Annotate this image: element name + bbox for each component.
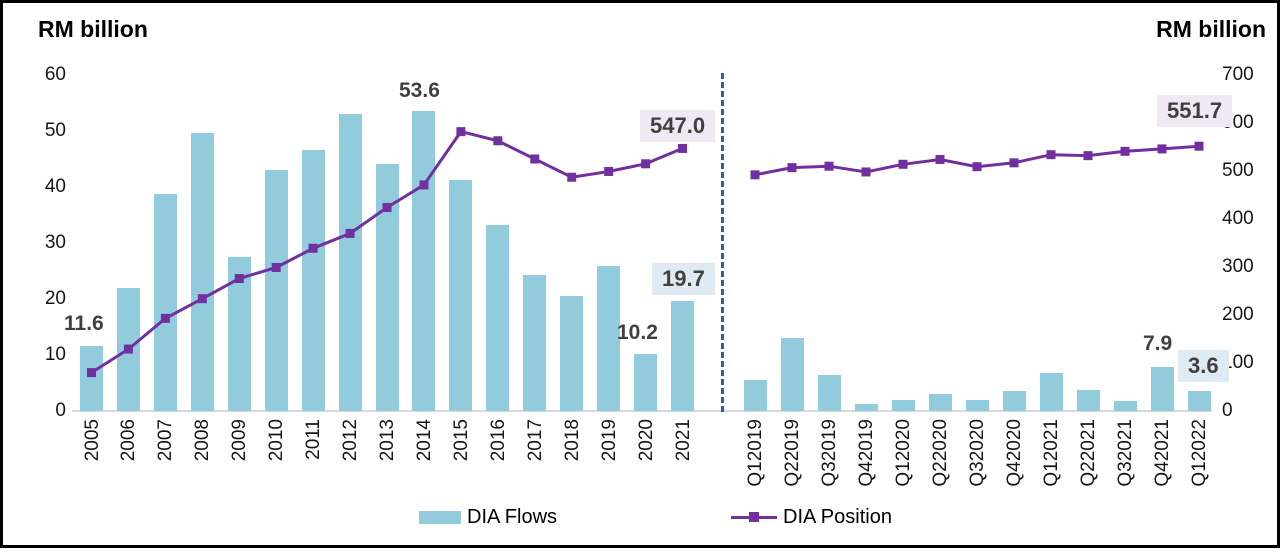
x-axis-label-2006: 2006 — [118, 419, 140, 462]
x-axis-label-2010: 2010 — [266, 419, 288, 462]
bar-2021 — [671, 300, 695, 411]
x-axis-label-2012: 2012 — [340, 419, 362, 462]
x-axis-label-2007: 2007 — [155, 419, 177, 462]
left-axis-tick-20: 20 — [44, 288, 66, 309]
x-axis-label-Q42021: Q42021 — [1152, 419, 1173, 487]
x-axis-label-2009: 2009 — [229, 419, 251, 462]
bar-Q42021 — [1150, 366, 1174, 411]
annotation-position-Q12022: 551.7 — [1157, 95, 1233, 127]
bar-2015 — [449, 180, 473, 411]
bar-2007 — [153, 193, 177, 411]
bar-Q12022 — [1187, 390, 1211, 411]
x-axis-label-Q12020: Q12020 — [893, 419, 914, 487]
x-axis-label-2005: 2005 — [81, 419, 103, 462]
annotation-flows-2014: 53.6 — [399, 79, 440, 102]
x-axis-label-Q22020: Q22020 — [930, 419, 951, 487]
right-axis-tick-300: 300 — [1222, 256, 1254, 277]
bar-2012 — [338, 114, 362, 411]
bar-2006 — [116, 287, 140, 411]
bar-Q12020 — [891, 399, 915, 411]
bar-Q32019 — [817, 375, 841, 411]
right-axis-tick-100: 100 — [1222, 352, 1254, 373]
legend-item-dia-flows: DIA Flows — [419, 506, 557, 529]
right-axis-title: RM billion — [1156, 16, 1266, 42]
bar-Q22019 — [780, 338, 804, 411]
x-axis-label-Q42019: Q42019 — [856, 419, 877, 487]
right-axis-tick-400: 400 — [1222, 208, 1254, 229]
left-axis-title: RM billion — [38, 16, 148, 42]
bar-2010 — [264, 169, 288, 411]
right-axis-tick-0: 0 — [1222, 400, 1233, 421]
bar-Q22020 — [928, 394, 952, 411]
bar-2011 — [301, 150, 325, 411]
right-axis-tick-700: 700 — [1222, 64, 1254, 85]
left-axis-tick-60: 60 — [44, 64, 66, 85]
bar-2016 — [486, 224, 510, 411]
annotation-flows-Q42021: 7.9 — [1143, 332, 1173, 355]
bar-Q12019 — [743, 380, 767, 411]
annotation-flows-2021: 19.7 — [652, 263, 715, 295]
panel-divider-dashed-line — [721, 73, 724, 412]
x-axis-label-Q42020: Q42020 — [1004, 419, 1025, 487]
x-axis-label-2014: 2014 — [413, 419, 435, 462]
bar-Q12021 — [1039, 372, 1063, 411]
bar-2005 — [80, 346, 103, 411]
annotation-flows-2020: 10.2 — [617, 321, 658, 344]
x-axis-label-2017: 2017 — [524, 419, 546, 462]
x-axis-label-2019: 2019 — [598, 419, 620, 462]
bar-2018 — [560, 296, 584, 411]
x-axis-label-Q12022: Q12022 — [1189, 419, 1210, 487]
bar-Q42020 — [1002, 390, 1026, 411]
x-axis-label-2020: 2020 — [635, 419, 657, 462]
legend-label-dia-flows: DIA Flows — [467, 506, 558, 528]
x-axis-label-Q12019: Q12019 — [745, 419, 766, 487]
x-axis-label-2011: 2011 — [303, 419, 325, 460]
bar-2009 — [227, 257, 251, 411]
x-axis-label-2016: 2016 — [487, 419, 509, 462]
dia-position-swatch-icon — [731, 512, 777, 522]
bar-2017 — [523, 275, 547, 411]
annotation-flows-Q12022: 3.6 — [1178, 350, 1229, 382]
x-axis-label-Q32020: Q32020 — [967, 419, 988, 487]
x-axis-label-Q32021: Q32021 — [1115, 419, 1136, 487]
x-axis-label-2018: 2018 — [561, 419, 583, 462]
bar-2013 — [375, 164, 399, 411]
left-axis-tick-30: 30 — [44, 232, 66, 253]
x-axis-label-2013: 2013 — [377, 419, 399, 462]
bar-2014 — [412, 110, 436, 411]
dia-flows-swatch-icon — [419, 511, 461, 524]
bar-Q32021 — [1113, 401, 1137, 411]
left-axis-tick-40: 40 — [44, 176, 66, 197]
bar-Q42019 — [854, 404, 878, 411]
bar-Q22021 — [1076, 390, 1100, 411]
x-axis-label-2008: 2008 — [192, 419, 214, 462]
legend-item-dia-position: DIA Position — [731, 506, 892, 529]
x-axis-label-Q22019: Q22019 — [782, 419, 803, 487]
right-axis-tick-200: 200 — [1222, 304, 1254, 325]
right-axis-tick-500: 500 — [1222, 160, 1254, 181]
x-axis-label-Q22021: Q22021 — [1078, 419, 1099, 487]
bar-2020 — [634, 353, 658, 411]
left-axis-tick-0: 0 — [55, 400, 66, 421]
annotation-position-2021: 547.0 — [640, 110, 716, 142]
left-axis-tick-50: 50 — [44, 120, 66, 141]
left-axis-tick-10: 10 — [44, 344, 66, 365]
bar-2008 — [190, 132, 214, 411]
x-axis-label-Q32019: Q32019 — [819, 419, 840, 487]
legend-label-dia-position: DIA Position — [783, 506, 892, 528]
bar-Q32020 — [965, 399, 989, 411]
x-axis-baseline — [72, 410, 1212, 412]
x-axis-label-Q12021: Q12021 — [1041, 419, 1062, 487]
x-axis-label-2021: 2021 — [672, 419, 694, 462]
x-axis-label-2015: 2015 — [450, 419, 472, 462]
annotation-flows-2005: 11.6 — [64, 312, 104, 335]
